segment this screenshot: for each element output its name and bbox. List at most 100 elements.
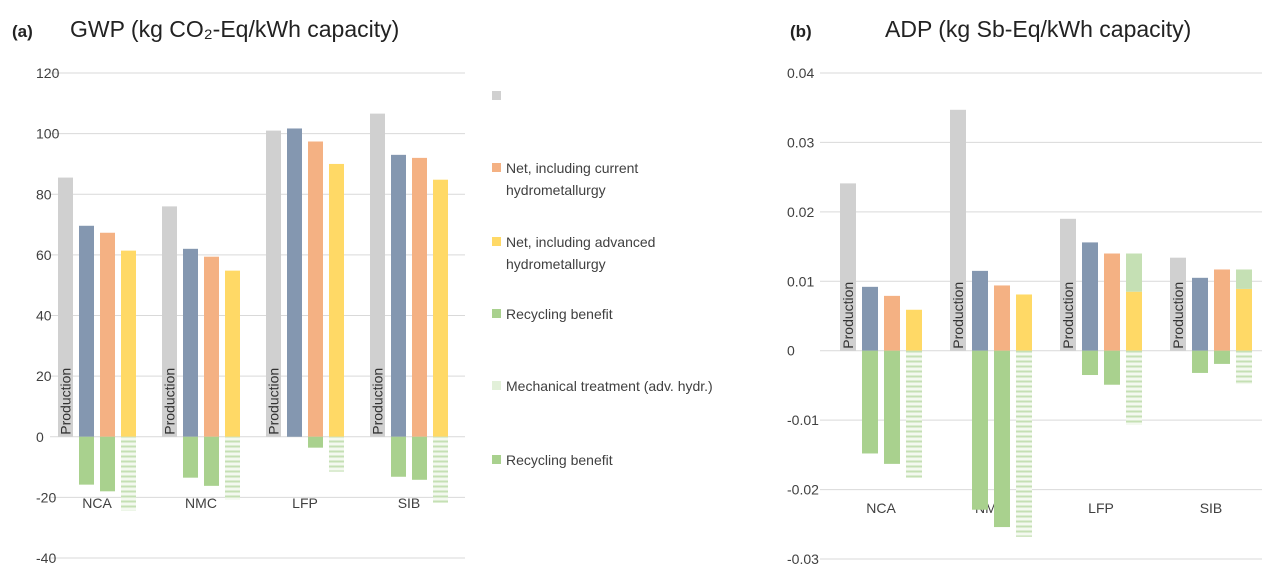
- y-tick-label: 0: [787, 343, 795, 359]
- y-tick-label: 80: [36, 186, 52, 202]
- bar: [862, 350, 878, 454]
- chart-title: GWP (kg CO₂-Eq/kWh capacity): [70, 16, 399, 42]
- y-tick-label: -0.01: [787, 412, 819, 428]
- bar: [950, 109, 966, 351]
- bar: [1016, 294, 1032, 351]
- bar: [79, 436, 94, 485]
- bar: [162, 206, 177, 437]
- bar: [225, 270, 240, 437]
- y-tick-label: -40: [36, 550, 56, 566]
- bar: [183, 436, 198, 478]
- hatched-bar: [121, 436, 136, 511]
- y-tick-label: 100: [36, 126, 60, 142]
- hatched-bar: [1236, 350, 1252, 385]
- bar: [391, 436, 406, 477]
- bar-label: Production: [370, 368, 386, 435]
- hatched-bar: [1016, 350, 1032, 537]
- y-tick-label: 0.01: [787, 273, 814, 289]
- bar: [1170, 257, 1186, 351]
- bar: [1104, 350, 1120, 385]
- hatched-bar: [1126, 350, 1142, 426]
- bar: [1126, 291, 1142, 351]
- bar-label: Production: [840, 282, 856, 349]
- bar: [412, 157, 427, 437]
- hatched-bar: [329, 436, 344, 472]
- bar: [1104, 253, 1120, 351]
- legend-label: Recycling benefit: [506, 306, 613, 322]
- bar: [1082, 242, 1098, 351]
- legend-label: Mechanical treatment (adv. hydr.): [506, 378, 713, 394]
- bar: [1192, 277, 1208, 351]
- bar: [1214, 269, 1230, 351]
- bar: [329, 163, 344, 437]
- y-tick-label: 120: [36, 65, 60, 81]
- bar: [100, 436, 115, 492]
- y-tick-label: -0.02: [787, 482, 819, 498]
- bar: [391, 154, 406, 437]
- y-tick-label: 0.02: [787, 204, 814, 220]
- bar-label: Production: [1170, 282, 1186, 349]
- y-tick-label: -20: [36, 489, 56, 505]
- legend-swatch: [492, 91, 501, 100]
- bar: [287, 128, 302, 437]
- bar: [121, 250, 136, 437]
- y-tick-label: 60: [36, 247, 52, 263]
- bar: [1126, 253, 1142, 292]
- legend-swatch: [492, 237, 501, 246]
- bar: [1082, 350, 1098, 376]
- hatched-bar: [225, 436, 240, 500]
- bar: [1060, 218, 1076, 351]
- bar: [58, 177, 73, 437]
- bar: [840, 183, 856, 351]
- bar-label: Production: [58, 368, 74, 435]
- x-tick-label: SIB: [1200, 500, 1223, 516]
- bar: [972, 270, 988, 351]
- legend-label: Net, including current hydrometallurgy: [506, 160, 639, 198]
- bar: [204, 256, 219, 437]
- chart-title: ADP (kg Sb-Eq/kWh capacity): [885, 16, 1191, 42]
- x-tick-label: SIB: [398, 495, 421, 511]
- bar: [100, 232, 115, 437]
- bar: [884, 350, 900, 464]
- y-tick-label: 20: [36, 368, 52, 384]
- legend-swatch: [492, 163, 501, 172]
- bar: [994, 350, 1010, 528]
- bar: [308, 141, 323, 437]
- legend-label: Recycling benefit: [506, 452, 613, 468]
- bar: [1192, 350, 1208, 373]
- legend-swatch: [492, 309, 501, 318]
- x-tick-label: NCA: [866, 500, 896, 516]
- bar: [1214, 350, 1230, 364]
- bar-label: Production: [950, 282, 966, 349]
- y-tick-label: 40: [36, 308, 52, 324]
- bar: [308, 436, 323, 448]
- y-tick-label: 0.03: [787, 134, 814, 150]
- panel-label: (a): [12, 22, 33, 41]
- bar-label: Production: [162, 368, 178, 435]
- legend-label: Net, including advanced hydrometallurgy: [506, 234, 656, 272]
- hatched-bar: [906, 350, 922, 478]
- bar: [972, 350, 988, 510]
- bar: [183, 248, 198, 437]
- hatched-bar: [433, 436, 448, 503]
- y-tick-label: 0.04: [787, 65, 814, 81]
- bar: [370, 113, 385, 437]
- bar-label: Production: [266, 368, 282, 435]
- bar: [433, 179, 448, 437]
- y-tick-label: 0: [36, 429, 44, 445]
- x-tick-label: NMC: [185, 495, 217, 511]
- bar-label: Production: [1060, 282, 1076, 349]
- x-tick-label: NCA: [82, 495, 112, 511]
- bar: [266, 130, 281, 437]
- panel-label: (b): [790, 22, 812, 41]
- legend-swatch: [492, 381, 501, 390]
- bar: [1236, 269, 1252, 289]
- bar: [79, 225, 94, 437]
- bar: [412, 436, 427, 480]
- bar: [862, 286, 878, 351]
- bar: [906, 309, 922, 351]
- bar: [884, 295, 900, 351]
- x-tick-label: LFP: [292, 495, 318, 511]
